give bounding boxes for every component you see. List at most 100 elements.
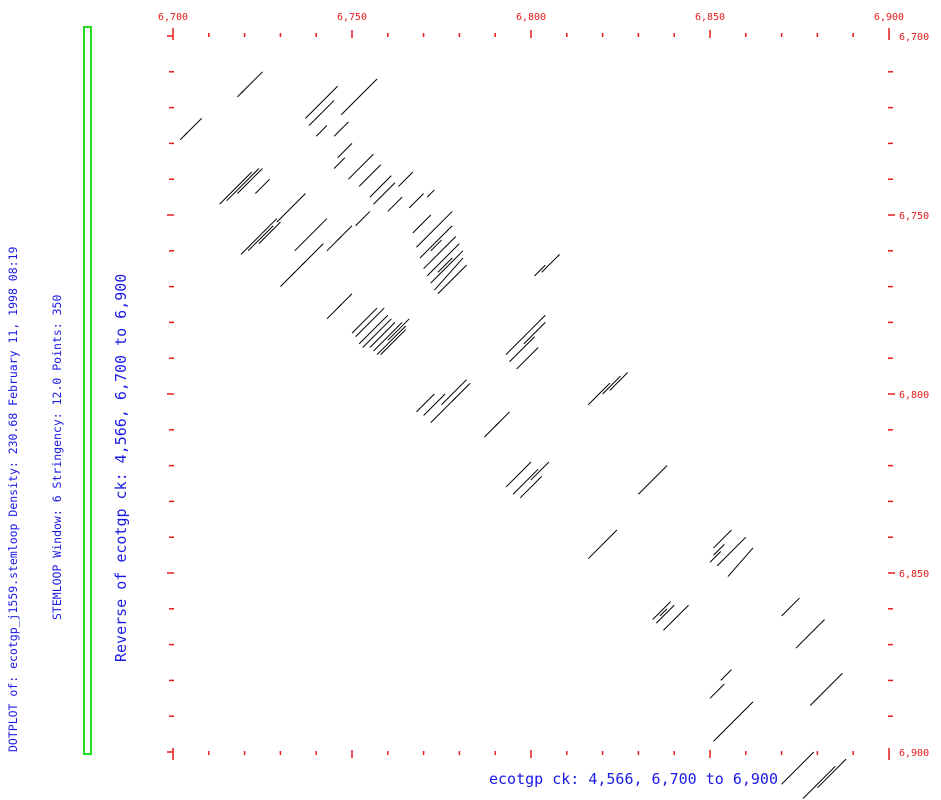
dot-segment <box>530 314 546 330</box>
dot-segment <box>387 318 410 341</box>
dot-segment <box>709 683 725 699</box>
dot-segment <box>512 468 539 495</box>
dot-segment <box>663 604 689 631</box>
dot-segment <box>348 153 374 180</box>
dot-segment <box>809 672 843 706</box>
dot-segment <box>294 218 328 252</box>
dot-segment <box>398 171 414 187</box>
dot-segment <box>308 100 335 126</box>
dot-segment <box>587 382 611 406</box>
dot-segment <box>433 257 464 291</box>
dot-segment <box>237 168 263 194</box>
dot-segment <box>516 347 539 370</box>
y-tick-label: 6,850 <box>899 569 929 580</box>
x-tick-label: 6,900 <box>874 12 904 23</box>
dot-segment <box>652 601 671 620</box>
dot-segment <box>426 243 460 277</box>
dot-segment <box>716 536 747 567</box>
x-axis-label: ecotgp ck: 4,566, 6,700 to 6,900 <box>489 770 778 788</box>
dot-segment <box>276 193 306 223</box>
dot-segment <box>713 544 725 556</box>
x-tick-label: 6,800 <box>516 12 546 23</box>
dot-segment <box>416 211 453 248</box>
dot-segment <box>419 225 453 259</box>
dot-segment <box>305 85 339 119</box>
y-axis-label: Reverse of ecotgp ck: 4,566, 6,700 to 6,… <box>112 273 130 662</box>
dot-segment <box>258 221 281 244</box>
dot-segment <box>817 758 847 789</box>
dot-segment <box>541 254 560 273</box>
dot-segment <box>380 329 407 355</box>
dot-segment <box>659 608 668 617</box>
dot-segment <box>713 529 732 549</box>
dot-segment <box>369 175 392 198</box>
dot-segment <box>713 701 754 742</box>
dot-segment <box>587 529 618 560</box>
header-line-1: DOTPLOT of: ecotgp_j1559.stemloop Densit… <box>6 246 20 752</box>
dot-segment <box>638 465 668 495</box>
dot-segment <box>179 132 188 141</box>
dot-segment <box>795 619 825 649</box>
legend-bar <box>83 26 92 755</box>
dot-segment <box>727 547 754 577</box>
dot-segment <box>505 329 532 355</box>
y-tick-label: 6,900 <box>899 748 929 759</box>
dot-segment <box>326 304 342 320</box>
dot-segment <box>315 125 328 137</box>
dot-segments <box>179 71 847 799</box>
dot-segment <box>358 314 389 345</box>
dot-segment <box>441 379 467 406</box>
dot-segment <box>358 164 381 187</box>
tick-labels: 6,700 6,750 6,800 6,850 6,900 6,700 6,750 6,800… <box>158 12 929 759</box>
dot-segment <box>437 264 467 295</box>
dot-segment <box>373 322 403 352</box>
dot-segment <box>340 78 378 116</box>
dot-segment <box>781 597 800 617</box>
y-tick-label: 6,700 <box>899 32 929 43</box>
dot-segment <box>355 211 371 227</box>
dot-segment <box>781 751 815 785</box>
dot-segment <box>369 322 396 348</box>
x-tick-label: 6,750 <box>337 12 367 23</box>
dot-segment <box>423 236 457 270</box>
dot-segment <box>376 325 407 355</box>
dot-segment <box>416 393 435 413</box>
dot-segment <box>430 239 442 252</box>
x-tick-label: 6,700 <box>158 12 188 23</box>
dot-segment <box>430 250 464 284</box>
dot-segment <box>534 264 546 277</box>
axes <box>167 28 890 760</box>
dot-segment <box>247 225 274 252</box>
dot-segment <box>423 393 446 416</box>
y-tick-label: 6,750 <box>899 211 929 222</box>
dot-segment <box>426 189 435 198</box>
dot-segment <box>802 765 836 799</box>
dot-segment <box>337 225 353 241</box>
dot-segment <box>240 218 278 255</box>
dot-segment <box>254 178 271 194</box>
dot-segment <box>494 411 510 427</box>
dot-segment <box>430 397 457 423</box>
dot-segment <box>219 171 253 205</box>
dot-segment <box>720 669 732 681</box>
dot-segment <box>408 193 424 209</box>
dot-segment <box>387 196 403 212</box>
dot-segment <box>355 307 385 338</box>
dot-segment <box>412 214 432 234</box>
dot-segment <box>226 168 260 202</box>
header-line-2: STEMLOOP Window: 6 Stringency: 12.0 Poin… <box>50 294 64 620</box>
dot-segment <box>530 461 550 481</box>
y-tick-label: 6,800 <box>899 390 929 401</box>
dot-segment <box>509 336 535 363</box>
dot-segment <box>333 157 346 169</box>
dot-segment <box>609 372 629 391</box>
x-tick-label: 6,850 <box>695 12 725 23</box>
dot-segment <box>373 182 396 205</box>
dot-segment <box>523 322 546 345</box>
dot-segment <box>709 551 722 563</box>
dot-segment <box>602 375 621 395</box>
dot-segment <box>333 121 349 137</box>
tick-marks <box>167 30 895 758</box>
dot-segment <box>451 382 471 402</box>
